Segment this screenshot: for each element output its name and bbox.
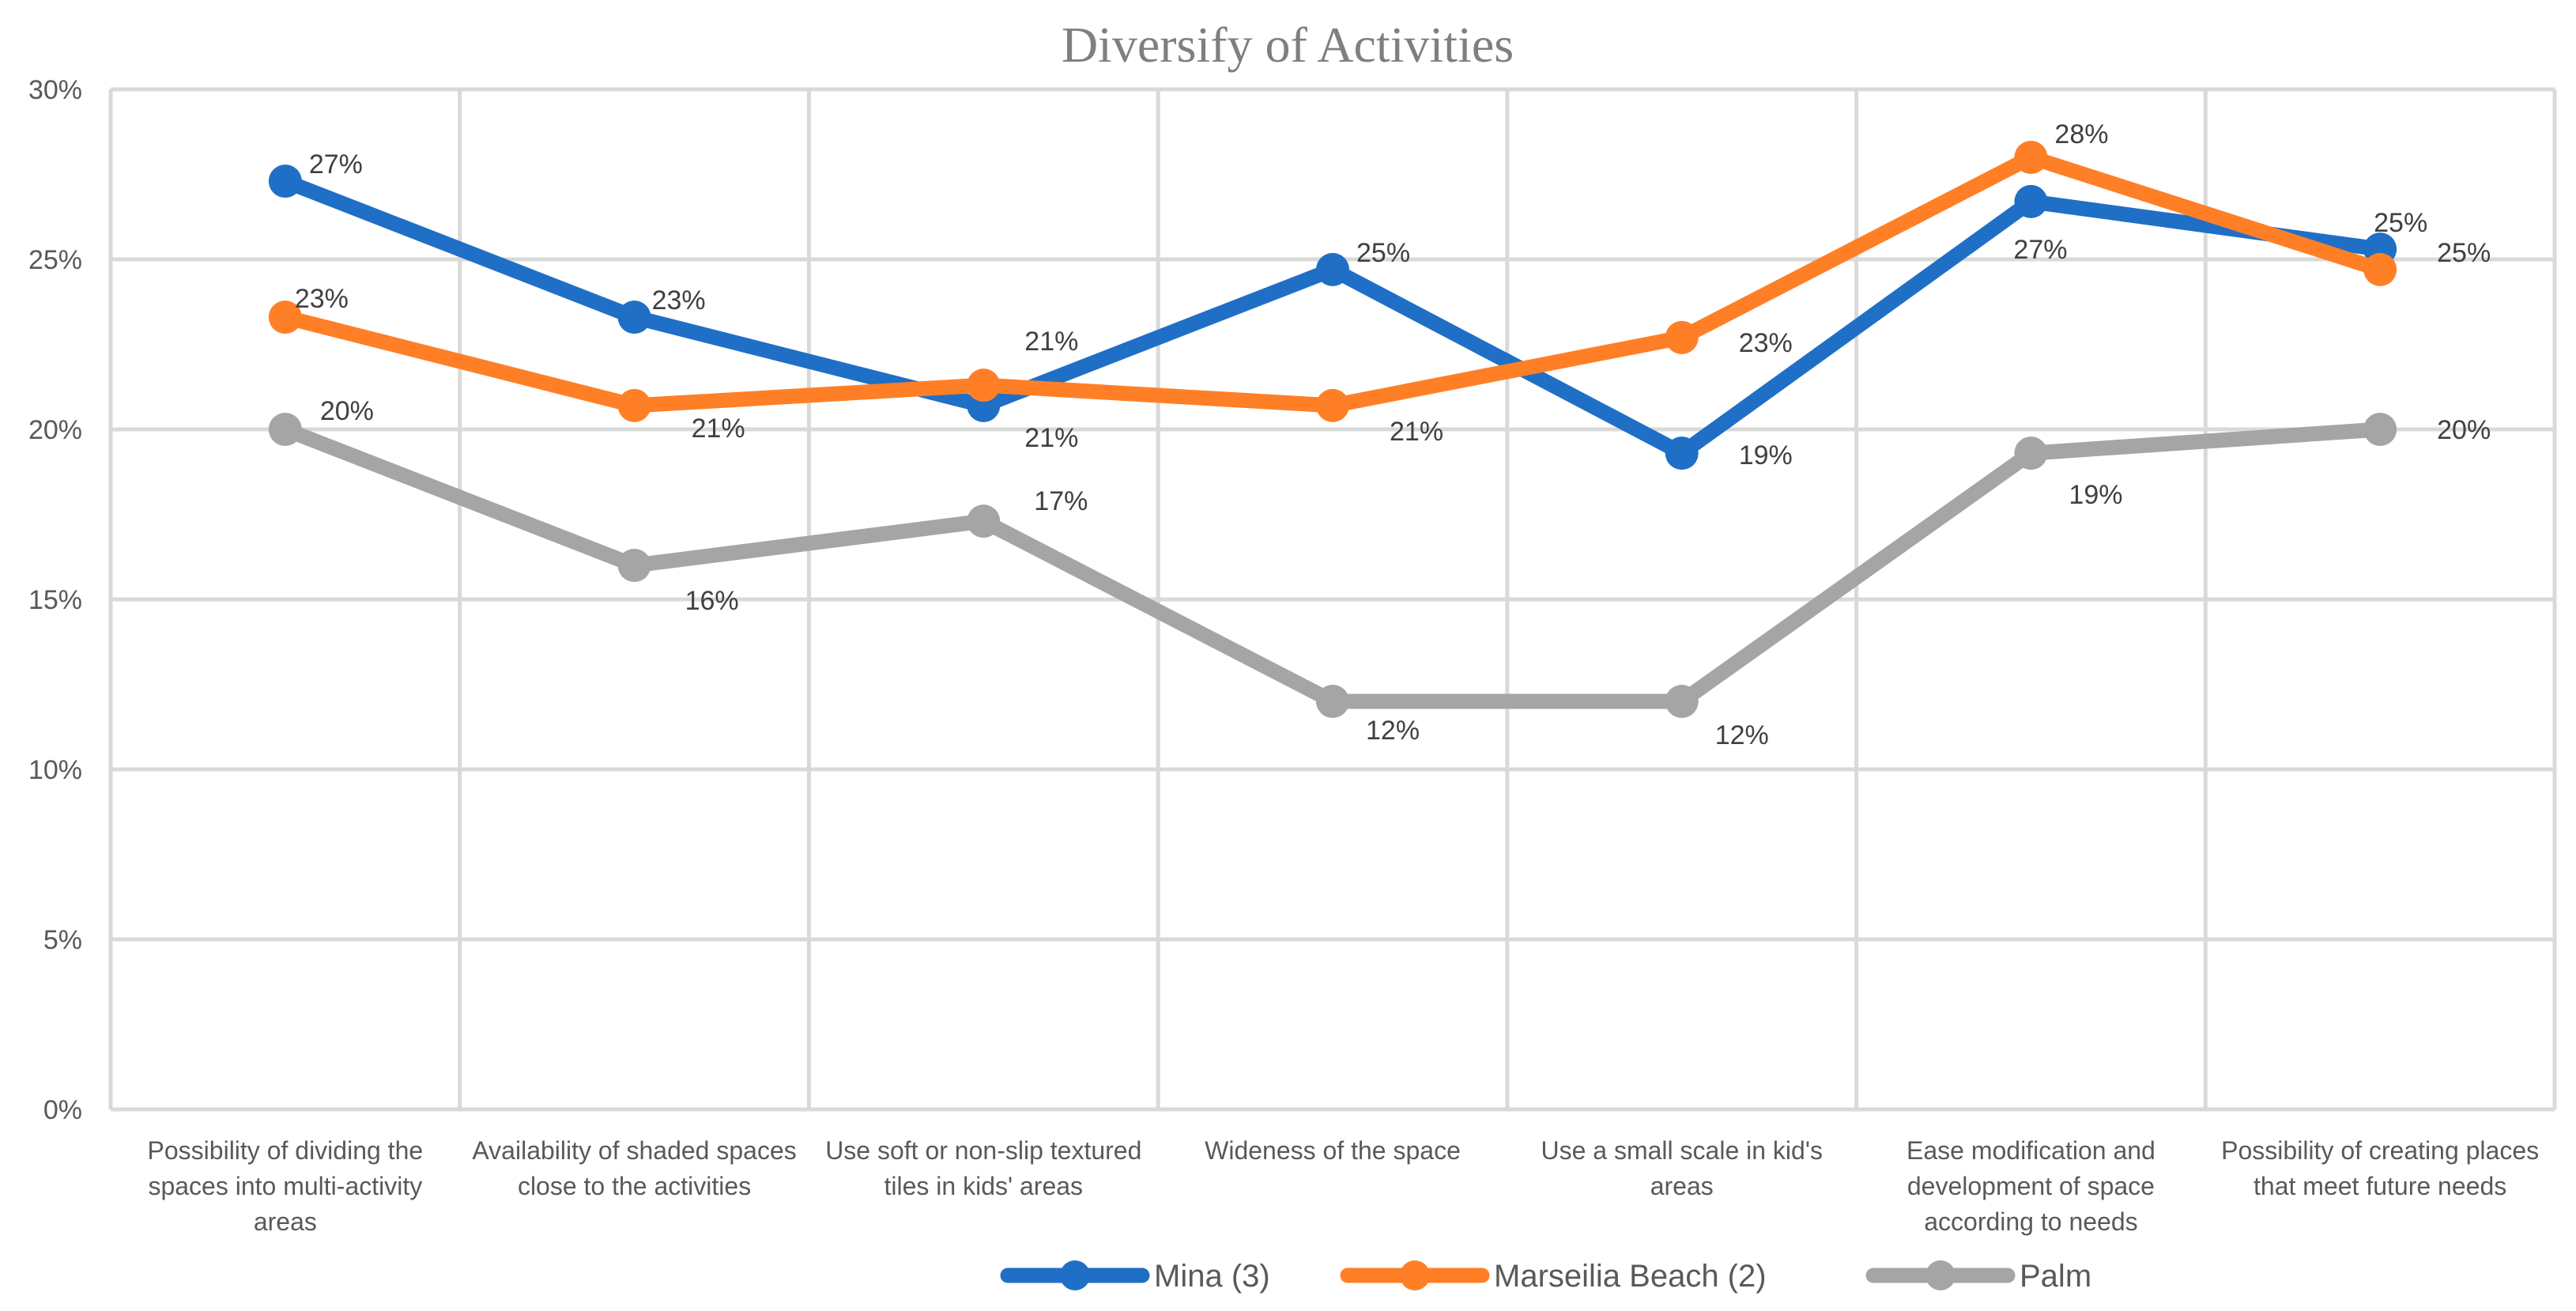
data-label: 23% bbox=[295, 284, 349, 314]
y-tick-label: 15% bbox=[28, 585, 82, 615]
y-tick-label: 25% bbox=[28, 245, 82, 275]
y-tick-label: 5% bbox=[43, 925, 82, 955]
data-point bbox=[268, 164, 302, 198]
data-label: 19% bbox=[2069, 480, 2122, 510]
data-point bbox=[1665, 685, 1699, 718]
legend-label: Palm bbox=[2020, 1259, 2091, 1294]
data-label: 25% bbox=[2437, 238, 2491, 268]
x-tick-label: Use a small scale in kid's areas bbox=[1541, 1136, 1822, 1200]
legend-label: Mina (3) bbox=[1154, 1259, 1270, 1294]
x-tick-label: Availability of shaded spaces close to th… bbox=[472, 1136, 796, 1200]
data-label: 20% bbox=[320, 396, 374, 426]
data-point bbox=[2014, 184, 2048, 218]
data-label: 12% bbox=[1366, 716, 1420, 746]
x-tick-label: Possibility of dividing the spaces into m… bbox=[148, 1136, 424, 1236]
data-point bbox=[1665, 320, 1699, 354]
data-point bbox=[617, 549, 651, 582]
data-label: 17% bbox=[1034, 486, 1088, 516]
legend-marker bbox=[1925, 1260, 1956, 1290]
legend-marker bbox=[1400, 1260, 1430, 1290]
legend: Mina (3) Marseilia Beach (2) Palm bbox=[1000, 1259, 2091, 1294]
x-tick-label: Ease modification and development of spac… bbox=[1907, 1136, 2155, 1236]
data-labels: 27% 23% 21% 25% 19% 27% 25% 23% 21% 21% 21% 23% 28% 2… bbox=[295, 119, 2491, 750]
data-label: 19% bbox=[1739, 440, 1793, 470]
data-point bbox=[1665, 436, 1699, 470]
data-label: 16% bbox=[685, 586, 739, 616]
data-label: 27% bbox=[2013, 235, 2067, 265]
data-label: 12% bbox=[1715, 720, 1769, 750]
data-label: 27% bbox=[309, 149, 363, 179]
data-label: 25% bbox=[1356, 238, 1410, 268]
y-tick-label: 10% bbox=[28, 755, 82, 785]
data-label: 21% bbox=[1390, 417, 1443, 447]
data-point bbox=[2014, 141, 2048, 174]
x-axis: Possibility of dividing the spaces into m… bbox=[148, 1136, 2540, 1236]
legend-marker bbox=[1060, 1260, 1090, 1290]
data-label: 20% bbox=[2437, 415, 2491, 445]
data-point bbox=[1316, 685, 1349, 718]
data-label: 23% bbox=[1739, 328, 1793, 358]
data-point bbox=[2363, 413, 2397, 446]
data-point bbox=[967, 368, 1001, 402]
data-label: 21% bbox=[1024, 423, 1078, 453]
data-point bbox=[1316, 388, 1349, 422]
x-tick-label: Use soft or non-slip textured tiles in ki… bbox=[825, 1136, 1141, 1200]
data-point bbox=[2363, 252, 2397, 286]
data-point bbox=[268, 413, 302, 446]
y-tick-label: 30% bbox=[28, 75, 82, 105]
legend-label: Marseilia Beach (2) bbox=[1494, 1259, 1767, 1294]
x-tick-label: Wideness of the space bbox=[1205, 1136, 1461, 1165]
data-label: 21% bbox=[1024, 327, 1078, 357]
grid bbox=[108, 87, 2557, 1112]
data-point bbox=[2014, 436, 2048, 470]
y-tick-label: 20% bbox=[28, 415, 82, 445]
chart-title: Diversify of Activities bbox=[1062, 17, 1514, 73]
data-label: 25% bbox=[2374, 208, 2427, 238]
data-label: 28% bbox=[2054, 119, 2108, 149]
data-point bbox=[617, 300, 651, 334]
y-tick-label: 0% bbox=[43, 1095, 82, 1125]
data-label: 23% bbox=[652, 285, 706, 315]
data-point bbox=[268, 300, 302, 334]
y-axis: 0% 5% 10% 15% 20% 25% 30% bbox=[28, 75, 82, 1125]
x-tick-label: Possibility of creating places that meet … bbox=[2221, 1136, 2539, 1200]
data-label: 21% bbox=[692, 414, 745, 444]
data-point bbox=[967, 504, 1001, 538]
plot-area bbox=[268, 141, 2397, 718]
data-point bbox=[617, 388, 651, 422]
data-point bbox=[1316, 252, 1349, 286]
